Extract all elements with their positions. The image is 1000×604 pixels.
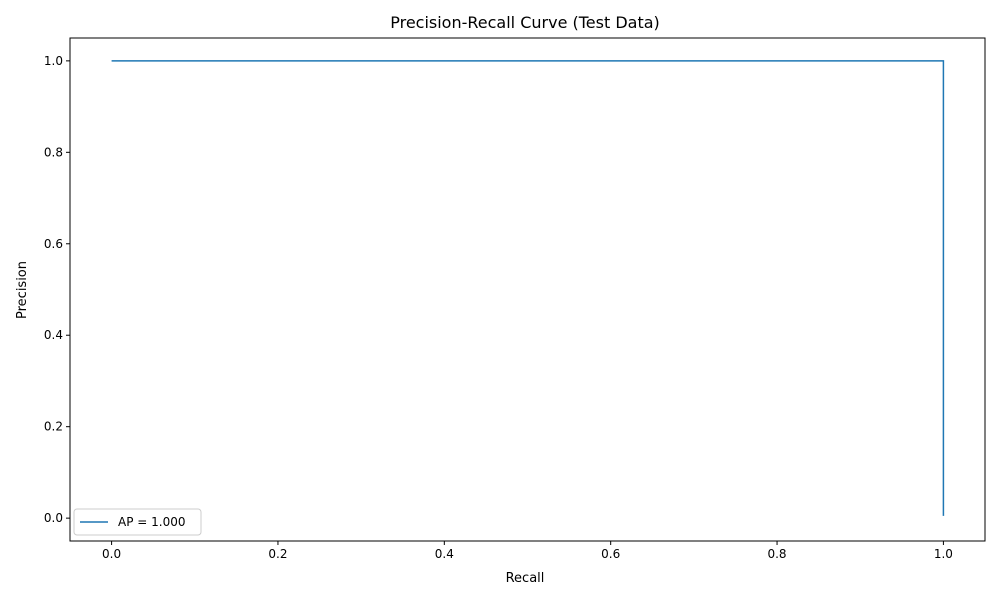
x-axis-label: Recall — [506, 571, 545, 586]
x-tick-label: 0.6 — [601, 547, 620, 561]
x-tick-label: 0.0 — [102, 547, 121, 561]
y-axis-label: Precision — [15, 261, 30, 319]
legend: AP = 1.000 — [73, 508, 202, 536]
chart-title: Precision-Recall Curve (Test Data) — [390, 13, 660, 32]
y-tick-label: 0.8 — [44, 145, 63, 159]
series-line-pr-curve — [111, 60, 945, 516]
y-tick-label: 1.0 — [44, 54, 63, 68]
x-tick-label: 0.2 — [268, 547, 287, 561]
x-tick-label: 0.4 — [435, 547, 454, 561]
y-tick-label: 0.2 — [44, 420, 63, 434]
plot-area: 0.0 0.2 0.4 0.6 0.8 1.0 0.0 0.2 0.4 0.6 0.8 1.0 — [44, 37, 986, 561]
axes-frame — [69, 37, 986, 542]
y-tick-label: 0.4 — [44, 328, 63, 342]
x-tick-label: 0.8 — [767, 547, 786, 561]
x-tick-label: 1.0 — [934, 547, 953, 561]
legend-label: AP = 1.000 — [118, 515, 185, 529]
y-tick-label: 0.6 — [44, 237, 63, 251]
legend-box — [73, 508, 202, 536]
y-tick-label: 0.0 — [44, 511, 63, 525]
